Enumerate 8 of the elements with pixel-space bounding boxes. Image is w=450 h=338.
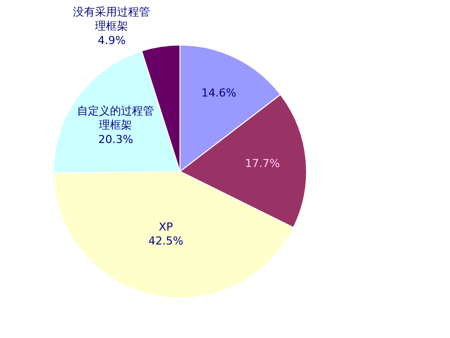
slice-label: 没有采用过程管理框架: [73, 5, 150, 33]
data-label: 42.5%: [148, 234, 184, 248]
data-label: 14.6%: [201, 86, 236, 100]
slice-label: 自定义的过程管理框架: [77, 104, 154, 132]
data-label: 17.7%: [244, 156, 280, 170]
slice-label: XP: [158, 220, 174, 234]
data-label: 4.9%: [98, 34, 126, 47]
data-label: 20.3%: [98, 132, 134, 146]
